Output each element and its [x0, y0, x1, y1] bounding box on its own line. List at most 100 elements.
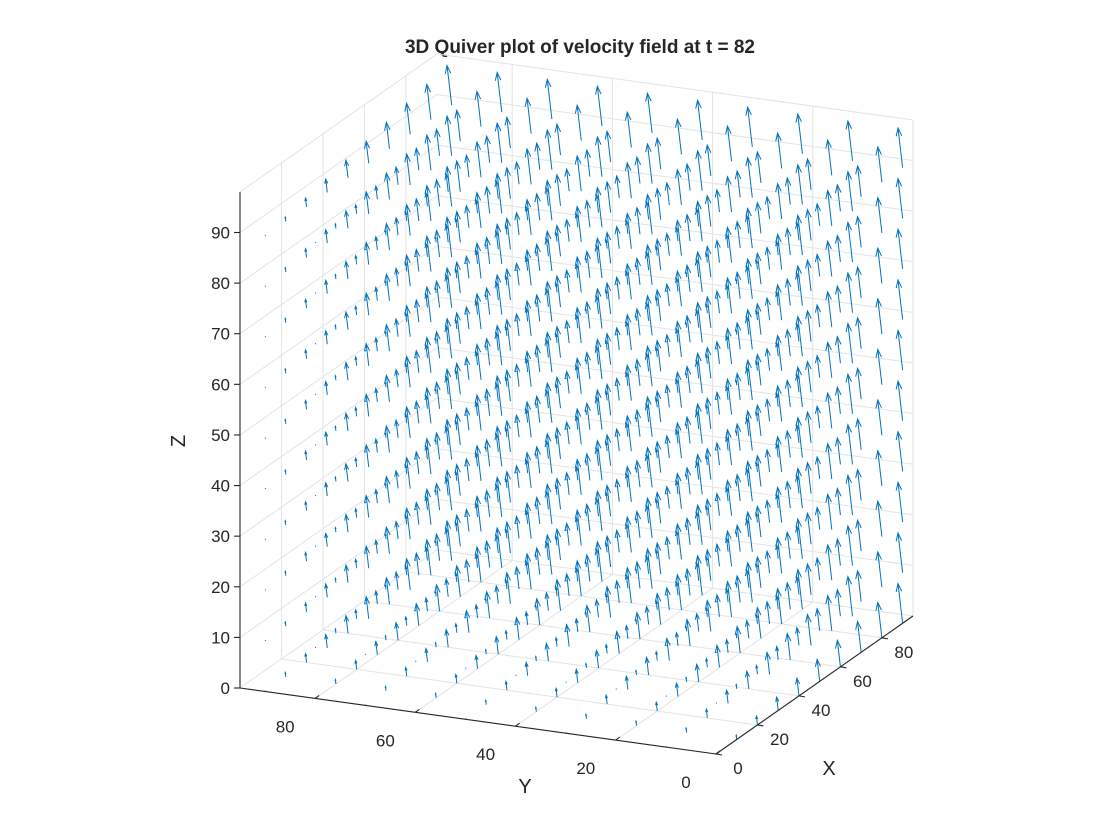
- arrow-head: [594, 648, 600, 657]
- quiver-arrow: [314, 444, 317, 446]
- arrow-head: [454, 521, 458, 526]
- arrow-head: [805, 461, 812, 472]
- arrow-head: [484, 496, 487, 500]
- arrow-shaft: [445, 528, 449, 547]
- arrow-shaft: [697, 100, 703, 141]
- arrow-head: [584, 300, 591, 311]
- arrow-shaft: [666, 284, 670, 307]
- arrow-head: [344, 158, 350, 167]
- arrow-head: [784, 277, 792, 288]
- arrow-shaft: [345, 210, 349, 229]
- arrow-head: [534, 604, 537, 608]
- arrow-head: [644, 605, 650, 613]
- quiver-arrow: [875, 347, 883, 385]
- arrow-head: [624, 320, 629, 327]
- arrow-shaft: [736, 626, 741, 654]
- quiver-arrow: [585, 459, 588, 466]
- arrow-head: [634, 256, 642, 267]
- arrow-head: [775, 543, 780, 551]
- arrow-head: [434, 337, 437, 341]
- quiver-arrow: [504, 528, 508, 539]
- arrow-head: [444, 367, 452, 378]
- arrow-head: [534, 293, 541, 304]
- quiver-arrow: [464, 305, 471, 330]
- arrow-shaft: [515, 421, 517, 423]
- quiver-arrow: [574, 414, 579, 430]
- arrow-head: [434, 236, 437, 240]
- quiver-arrow: [664, 535, 671, 560]
- arrow-head: [705, 555, 709, 561]
- arrow-shaft: [576, 510, 582, 546]
- arrow-shaft: [697, 353, 703, 394]
- arrow-head: [514, 413, 521, 423]
- arrow-head: [684, 415, 692, 426]
- arrow-shaft: [877, 298, 883, 335]
- arrow-head: [685, 473, 688, 477]
- arrow-head: [434, 590, 437, 594]
- arrow-shaft: [546, 383, 553, 423]
- arrow-head: [704, 599, 712, 610]
- arrow-shaft: [406, 153, 411, 185]
- quiver-arrow: [725, 580, 733, 618]
- arrow-shaft: [747, 157, 753, 198]
- quiver-arrow: [264, 234, 267, 237]
- arrow-head: [654, 339, 662, 349]
- arrow-head: [334, 576, 337, 580]
- quiver-arrow: [814, 455, 821, 479]
- arrow-head: [504, 571, 511, 582]
- arrow-shaft: [777, 234, 783, 270]
- quiver-arrow: [705, 252, 709, 263]
- arrow-shaft: [364, 501, 367, 504]
- arrow-shaft: [816, 304, 821, 328]
- quiver-arrow: [755, 454, 762, 487]
- arrow-shaft: [656, 340, 662, 372]
- quiver-arrow: [624, 624, 629, 640]
- arrow-shaft: [465, 566, 467, 568]
- arrow-head: [624, 566, 632, 577]
- arrow-head: [584, 148, 591, 159]
- quiver-arrow: [394, 519, 400, 540]
- quiver-arrow: [424, 647, 429, 662]
- quiver-arrow: [564, 521, 571, 546]
- arrow-shaft: [445, 427, 449, 445]
- arrow-shaft: [476, 91, 482, 127]
- arrow-shaft: [686, 315, 691, 343]
- arrow-head: [734, 169, 742, 180]
- arrow-shaft: [696, 360, 700, 379]
- arrow-shaft: [525, 510, 529, 524]
- arrow-head: [664, 485, 671, 495]
- arrow-shaft: [446, 521, 453, 561]
- arrow-shaft: [576, 560, 582, 597]
- quiver-arrow: [494, 425, 503, 467]
- arrow-head: [705, 707, 709, 713]
- arrow-shaft: [726, 227, 733, 263]
- arrow-shaft: [395, 369, 399, 388]
- arrow-shaft: [796, 425, 800, 443]
- arrow-shaft: [445, 477, 449, 496]
- quiver-arrow: [564, 319, 571, 344]
- quiver-arrow: [624, 465, 632, 502]
- quiver-arrow: [705, 353, 709, 364]
- arrow-shaft: [796, 526, 800, 545]
- arrow-head: [494, 324, 502, 334]
- arrow-head: [404, 506, 411, 517]
- arrow-shaft: [646, 404, 650, 423]
- arrow-shaft: [665, 341, 668, 343]
- quiver-arrow: [764, 448, 771, 473]
- quiver-arrow: [775, 384, 783, 422]
- quiver-arrow: [645, 446, 653, 488]
- arrow-shaft: [496, 527, 503, 568]
- arrow-shaft: [847, 424, 854, 465]
- arrow-shaft: [445, 578, 449, 597]
- arrow-head: [584, 452, 591, 463]
- quiver-arrow: [675, 421, 682, 459]
- quiver-arrow: [574, 205, 582, 242]
- quiver-arrow: [324, 380, 329, 395]
- arrow-head: [384, 634, 387, 638]
- arrow-shaft: [415, 407, 417, 409]
- arrow-shaft: [525, 409, 529, 423]
- arrow-shaft: [777, 436, 783, 473]
- quiver-arrow: [814, 354, 821, 378]
- quiver-arrow: [474, 350, 479, 366]
- arrow-head: [424, 184, 431, 195]
